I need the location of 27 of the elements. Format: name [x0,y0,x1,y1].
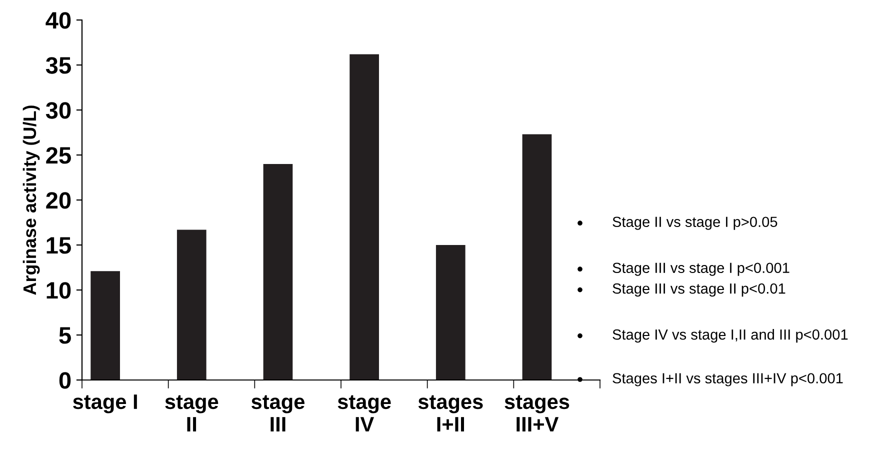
bar [436,245,466,380]
bar [263,164,293,380]
x-tick-label: stage IV [338,395,391,432]
y-tick-label: 30 [46,102,71,119]
y-tick-label: 20 [46,192,71,209]
y-axis-title: Arginase activity (U/L) [22,106,40,295]
x-tick-label: stage III [252,395,304,432]
bar [350,54,379,380]
y-tick-label: 40 [46,12,71,29]
y-tick-label: 5 [59,327,71,344]
y-tick-label: 0 [59,372,71,389]
x-tick-label: stages I+II [418,395,483,432]
bar [90,271,120,380]
text: Stage II vs stage I p>0.05 [612,216,778,230]
text: Stages I+II vs stages III+IV p<0.001 [612,373,843,386]
y-tick-label: 15 [46,237,71,254]
text: Stage III vs stage I p<0.001 [612,262,790,276]
y-tick-label: 35 [46,57,71,74]
y-tick-label: 25 [46,147,71,164]
text: Stage III vs stage II p<0.01 [612,283,786,297]
bar [522,134,552,380]
y-tick-label: 10 [46,282,71,299]
x-tick-label: stage II [165,395,218,432]
x-tick-label: stage I [73,394,137,414]
text: Stage IV vs stage I,II and III p<0.001 [612,329,848,343]
x-tick-label: stages III+V [504,395,570,432]
bar [176,230,206,380]
